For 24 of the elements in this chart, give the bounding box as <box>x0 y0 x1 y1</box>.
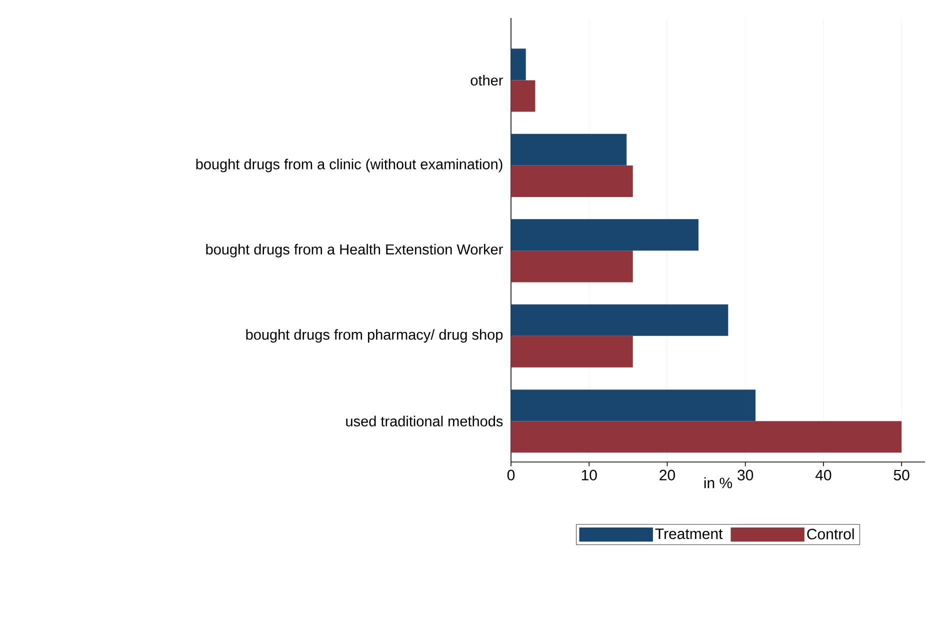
x-tick-label: 20 <box>660 470 675 480</box>
y-tick-label: bought drugs from a clinic (without examination) <box>196 158 502 172</box>
x-tick-label: 30 <box>738 470 754 480</box>
y-tick-label: other <box>470 74 503 86</box>
bar <box>511 219 698 251</box>
legend-label: Control <box>807 528 854 540</box>
y-tick-label: bought drugs from a Health Extenstion Worker <box>206 244 503 258</box>
bar <box>511 336 633 368</box>
x-axis-title: in % <box>704 477 732 488</box>
y-tick-label: bought drugs from pharmacy/ drug shop <box>246 329 503 343</box>
bar <box>511 80 536 112</box>
bar <box>511 48 526 80</box>
bar <box>511 250 633 282</box>
x-tick-label: 0 <box>507 470 515 480</box>
legend-label: Treatment <box>655 528 723 540</box>
x-tick-label: 10 <box>582 470 597 480</box>
x-tick-label: 50 <box>894 470 910 480</box>
x-tick-label: 40 <box>815 470 832 480</box>
y-tick-label: used traditional methods <box>346 416 503 426</box>
bar <box>511 421 902 453</box>
bar <box>511 390 756 422</box>
bar <box>511 304 728 336</box>
bar <box>511 165 633 197</box>
bar <box>511 134 627 166</box>
